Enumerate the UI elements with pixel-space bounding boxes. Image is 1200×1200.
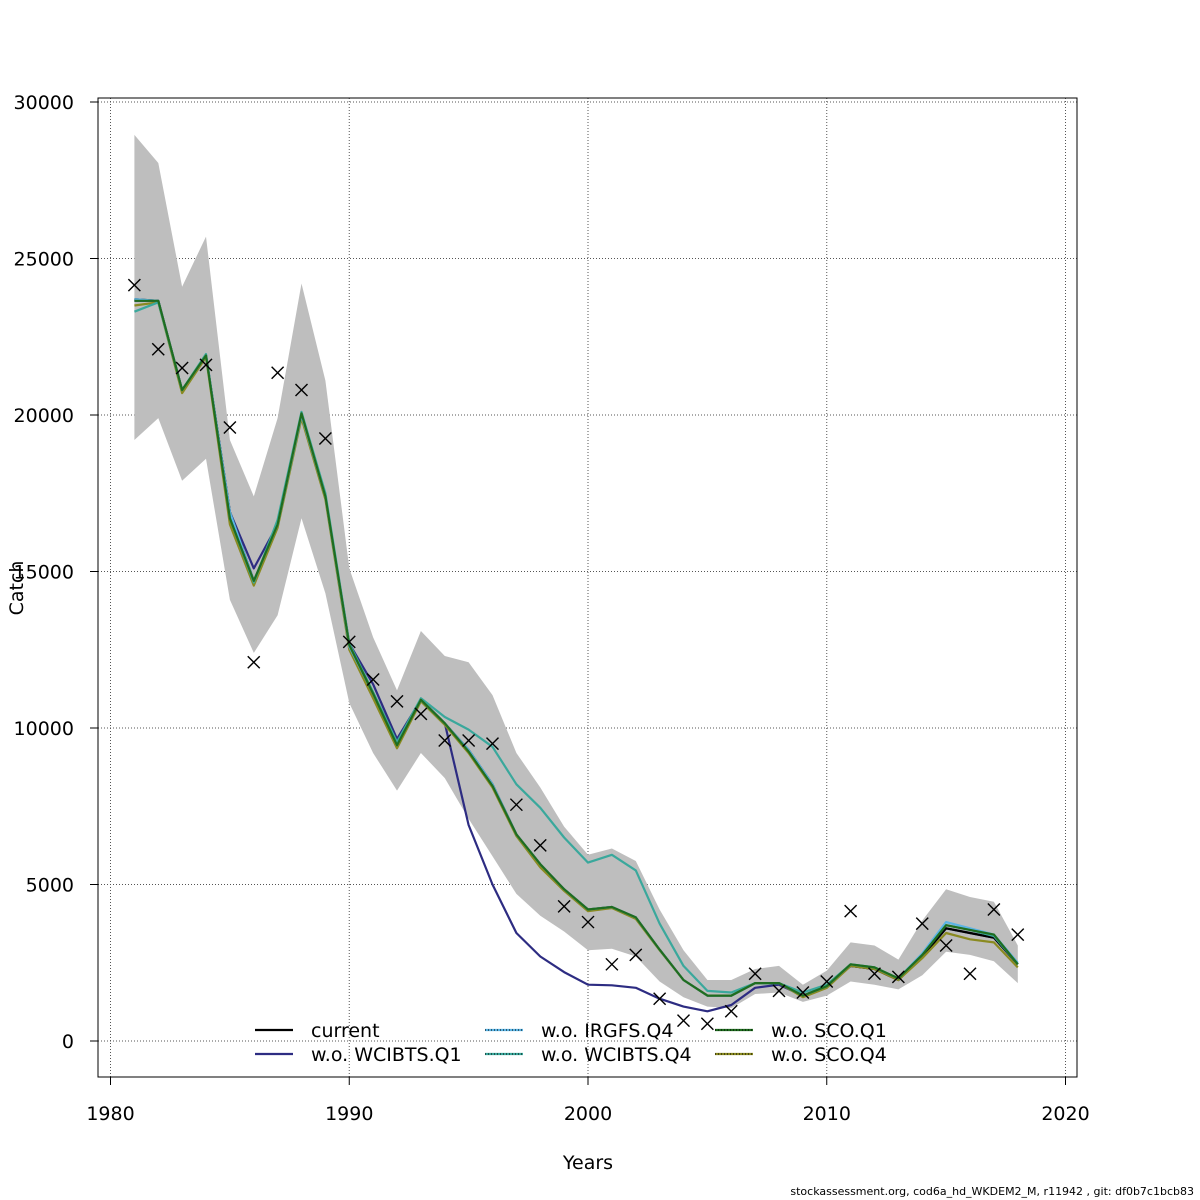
- observation-marker: [199, 358, 213, 372]
- observation-marker: [127, 278, 141, 292]
- observation-marker: [295, 383, 308, 397]
- y-tick-label: 20000: [14, 405, 74, 427]
- observation-marker: [891, 970, 905, 984]
- x-tick-label: 1990: [325, 1103, 373, 1125]
- observation-marker: [748, 967, 762, 981]
- x-axis-title: Years: [562, 1152, 613, 1174]
- legend-item: w.o. WCIBTS.Q4: [485, 1044, 692, 1066]
- observation-marker: [247, 655, 261, 669]
- observation-marker: [486, 737, 499, 751]
- axes: 1980 1990 2000 2010 2020 0 5000 10000 15000 20000…: [14, 92, 1090, 1125]
- footer-caption: stockassessment.org, cod6a_hd_WKDEM2_M, …: [790, 1185, 1194, 1198]
- observation-marker: [677, 1014, 690, 1028]
- legend-item: w.o. WCIBTS.Q1: [255, 1044, 462, 1066]
- observation-marker: [533, 838, 547, 852]
- observation-marker: [342, 635, 356, 649]
- y-tick-label: 25000: [14, 249, 74, 271]
- observation-marker: [366, 672, 380, 686]
- observation-marker: [700, 1017, 714, 1031]
- legend-label: current: [311, 1020, 380, 1042]
- observation-marker: [987, 903, 1001, 917]
- observation-marker: [175, 361, 189, 375]
- legend-label: w.o. WCIBTS.Q1: [311, 1044, 462, 1066]
- observation-marker: [653, 992, 667, 1006]
- x-tick-label: 2000: [564, 1103, 612, 1125]
- observation-marker: [223, 421, 237, 435]
- legend-item: w.o. SCO.Q4: [715, 1044, 887, 1066]
- x-tick-label: 1980: [86, 1103, 134, 1125]
- legend-item: w.o. SCO.Q1: [715, 1020, 887, 1042]
- observation-marker: [724, 1004, 738, 1018]
- legend-label: w.o. SCO.Q1: [771, 1020, 887, 1042]
- legend: current w.o. IRGFS.Q4 w.o. SCO.Q1 w.o. WCIB…: [255, 1020, 887, 1066]
- observation-marker: [557, 899, 571, 913]
- legend-label: w.o. SCO.Q4: [771, 1044, 887, 1066]
- observation-marker: [868, 967, 881, 981]
- observation-marker: [390, 694, 404, 708]
- observation-marker: [509, 798, 523, 812]
- legend-item: w.o. IRGFS.Q4: [485, 1020, 673, 1042]
- y-tick-label: 5000: [26, 875, 74, 897]
- observation-marker: [581, 915, 595, 929]
- observation-marker: [605, 957, 619, 971]
- observation-marker: [151, 342, 165, 356]
- y-tick-label: 0: [62, 1031, 74, 1053]
- y-tick-label: 15000: [14, 562, 74, 584]
- observation-marker: [414, 707, 428, 721]
- observation-marker: [796, 985, 810, 999]
- observation-marker: [772, 984, 786, 998]
- observation-marker: [915, 917, 929, 931]
- series-lines: [133, 298, 1019, 1013]
- observation-marker: [438, 734, 452, 748]
- y-tick-label: 10000: [14, 718, 74, 740]
- observation-marker: [462, 734, 476, 748]
- x-tick-label: 2020: [1041, 1103, 1089, 1125]
- confidence-band: [134, 134, 1018, 1009]
- observation-marker: [318, 431, 332, 445]
- observation-marker: [939, 939, 953, 953]
- confidence-band-area: [134, 134, 1018, 1009]
- observation-marker: [629, 948, 643, 962]
- y-axis-title: Catch: [6, 561, 28, 616]
- observation-marker: [820, 975, 834, 989]
- observation-marker: [963, 967, 977, 981]
- legend-item: current: [255, 1020, 380, 1042]
- observation-marker: [271, 366, 285, 380]
- legend-label: w.o. IRGFS.Q4: [541, 1020, 673, 1042]
- y-tick-label: 30000: [14, 92, 74, 114]
- series-line-w-o-sco-q1: [134, 299, 1019, 997]
- observation-markers: [127, 278, 1025, 1031]
- x-tick-label: 2010: [803, 1103, 851, 1125]
- observation-marker: [1011, 928, 1025, 942]
- legend-label: w.o. WCIBTS.Q4: [541, 1044, 692, 1066]
- observation-marker: [844, 904, 858, 918]
